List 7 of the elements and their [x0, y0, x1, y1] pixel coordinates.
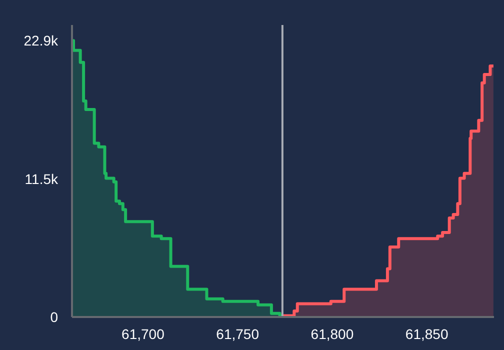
x-tick-label: 61,800 — [310, 326, 354, 342]
x-tick-label: 61,700 — [122, 326, 165, 342]
y-tick-label: 11.5k — [24, 170, 59, 187]
x-tick-label: 61,750 — [216, 326, 260, 342]
y-tick-label: 0 — [50, 308, 58, 325]
x-tick-label: 61,850 — [405, 326, 448, 342]
y-tick-label: 22.9k — [24, 32, 59, 49]
